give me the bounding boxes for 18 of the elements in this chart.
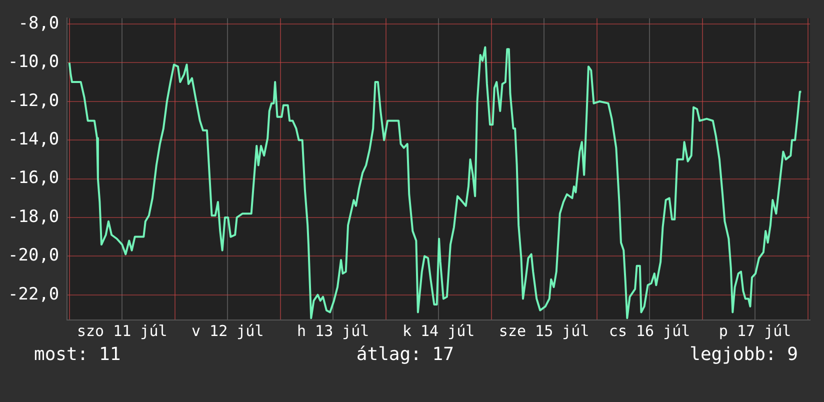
x-tick-label: sze 15 júl: [498, 322, 590, 340]
y-tick-label: -20,0: [8, 246, 60, 266]
x-tick-label: h 13 júl: [296, 322, 370, 340]
x-tick-label: v 12 júl: [191, 322, 264, 340]
y-tick-label: -14,0: [8, 130, 60, 150]
text: átlag: 17: [356, 344, 454, 365]
y-tick-label: -12,0: [8, 90, 60, 111]
text: legjobb: 9: [690, 344, 798, 365]
text: most: 11: [34, 344, 121, 365]
y-tick-label: -8,0: [18, 13, 60, 34]
x-tick-label: szo 11 júl: [76, 322, 168, 340]
y-tick-label: -18,0: [8, 206, 60, 227]
y-tick-label: -22,0: [8, 284, 60, 304]
x-tick-label: cs 16 júl: [608, 322, 690, 340]
x-tick-label: p 17 júl: [718, 322, 792, 340]
y-tick-label: -16,0: [8, 168, 60, 188]
y-tick-label: -10,0: [8, 52, 60, 72]
x-tick-label: k 14 júl: [402, 322, 475, 340]
